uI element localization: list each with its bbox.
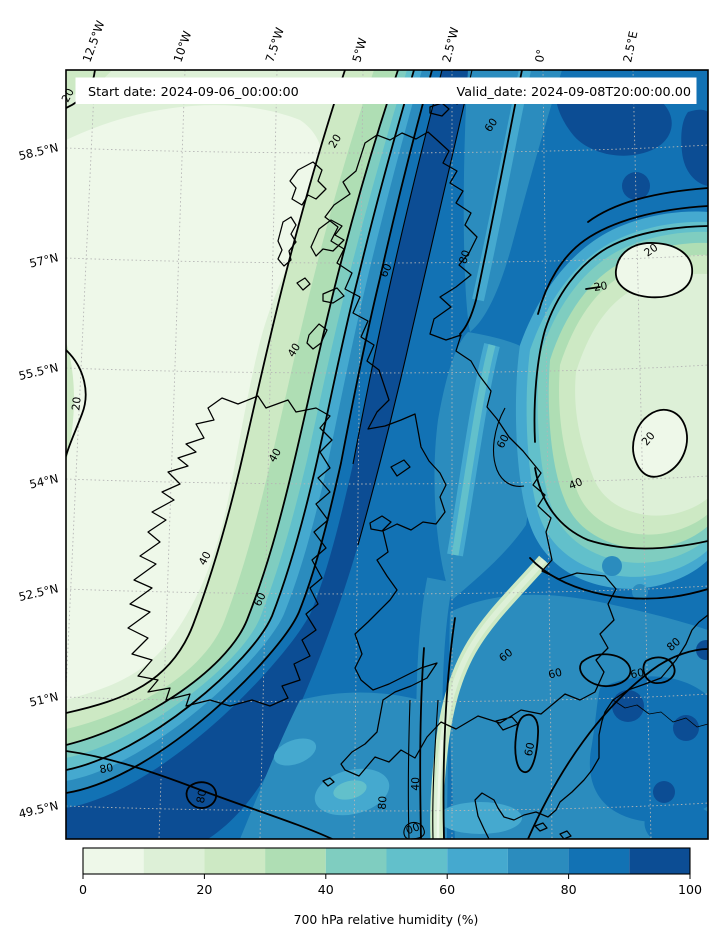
lon-tick-label: 2.5°E — [620, 30, 640, 64]
contour-label: 20 — [326, 132, 344, 151]
ireland-coastline — [127, 395, 333, 707]
colorbar: 0 20 40 60 80 100 700 hPa relative humid… — [79, 847, 702, 927]
colorbar-cell — [568, 848, 630, 874]
coastlines — [127, 94, 708, 839]
contour-label: 80 — [456, 248, 473, 265]
contour-label: 00 — [404, 820, 421, 837]
contour-label: 40 — [409, 777, 422, 791]
contour-label: 80 — [98, 761, 114, 776]
colorbar-cell — [265, 848, 326, 874]
colorbar-tick-label: 20 — [196, 882, 212, 897]
contour-lines — [66, 70, 708, 839]
title-box: Start date: 2024-09-06_00:00:00 Valid_da… — [75, 77, 697, 104]
colorbar-outline — [82, 847, 691, 875]
contour-label: 60 — [547, 666, 564, 682]
contour-label-group: 20 20 60 80 60 40 20 40 60 80 80 40 80 0… — [59, 86, 683, 837]
colorbar-cell — [143, 848, 205, 874]
map-frame — [65, 69, 709, 840]
humidity-field-fills — [66, 70, 708, 839]
contour-label: 20 — [59, 86, 77, 104]
contour-label: 60 — [494, 432, 512, 450]
contour-label: 60 — [482, 116, 501, 135]
country-border-line — [612, 699, 708, 728]
contour-label: 60 — [377, 261, 395, 279]
contour-label: 40 — [266, 446, 284, 465]
colorbar-cell — [204, 848, 266, 874]
title-box-background — [75, 77, 697, 104]
contour-label: 40 — [567, 475, 585, 492]
valid-date-text: Valid_date: 2024-09-08T20:00:00.00 — [457, 85, 691, 100]
colorbar-tick-label: 80 — [561, 882, 577, 897]
colorbar-tick-label: 60 — [439, 882, 455, 897]
lat-tick-label: 51°N — [28, 689, 60, 709]
colorbar-cell — [325, 848, 387, 874]
colorbar-cell — [83, 848, 144, 874]
colorbar-tick-label: 100 — [678, 882, 702, 897]
lat-tick-label: 57°N — [28, 250, 60, 270]
contour-label: 20 — [593, 279, 609, 294]
colorbar-ticks — [82, 874, 691, 879]
contour-label: 60 — [522, 741, 538, 757]
contour-label: 40 — [196, 549, 214, 567]
graticule-gridlines — [66, 70, 708, 839]
contour-label: 80 — [194, 788, 209, 804]
colorbar-cell — [629, 848, 690, 874]
colorbar-tick-label: 0 — [79, 882, 87, 897]
contour-label: 60 — [251, 590, 269, 608]
colorbar-cell — [447, 848, 508, 874]
colorbar-cell — [507, 848, 569, 874]
contour-label: 20 — [69, 396, 83, 411]
contour-label: 60 — [629, 666, 645, 682]
colorbar-axis-label: 700 hPa relative humidity (%) — [294, 912, 479, 927]
contour-label: 40 — [285, 341, 303, 360]
colorbar-tick-label: 40 — [318, 882, 334, 897]
lon-tick-label: 5°W — [349, 36, 369, 64]
start-date-text: Start date: 2024-09-06_00:00:00 — [88, 85, 299, 100]
lat-tick-label: 54°N — [28, 471, 60, 491]
contour-label: 80 — [376, 795, 390, 810]
lon-tick-label: 0° — [532, 48, 548, 63]
france-belgium-coastline — [474, 614, 708, 839]
colorbar-cell — [386, 848, 448, 874]
